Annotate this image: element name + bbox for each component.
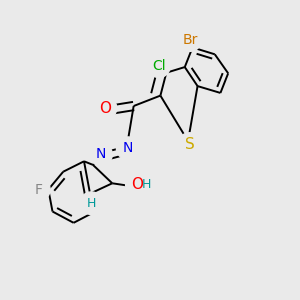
Circle shape — [126, 173, 148, 196]
Text: O: O — [99, 100, 111, 116]
Circle shape — [178, 133, 201, 155]
Circle shape — [116, 137, 139, 160]
Text: Br: Br — [182, 33, 198, 47]
Text: O: O — [131, 177, 143, 192]
Circle shape — [179, 29, 201, 51]
Circle shape — [94, 97, 117, 119]
Circle shape — [148, 55, 170, 77]
Circle shape — [90, 143, 112, 166]
Circle shape — [80, 192, 103, 214]
Text: H: H — [87, 197, 96, 210]
Text: F: F — [35, 182, 43, 197]
Text: S: S — [185, 136, 194, 152]
Text: H: H — [141, 178, 151, 191]
Text: Cl: Cl — [152, 59, 166, 73]
Text: N: N — [96, 148, 106, 161]
Text: N: N — [122, 141, 133, 155]
Circle shape — [135, 173, 158, 196]
Circle shape — [28, 178, 50, 201]
